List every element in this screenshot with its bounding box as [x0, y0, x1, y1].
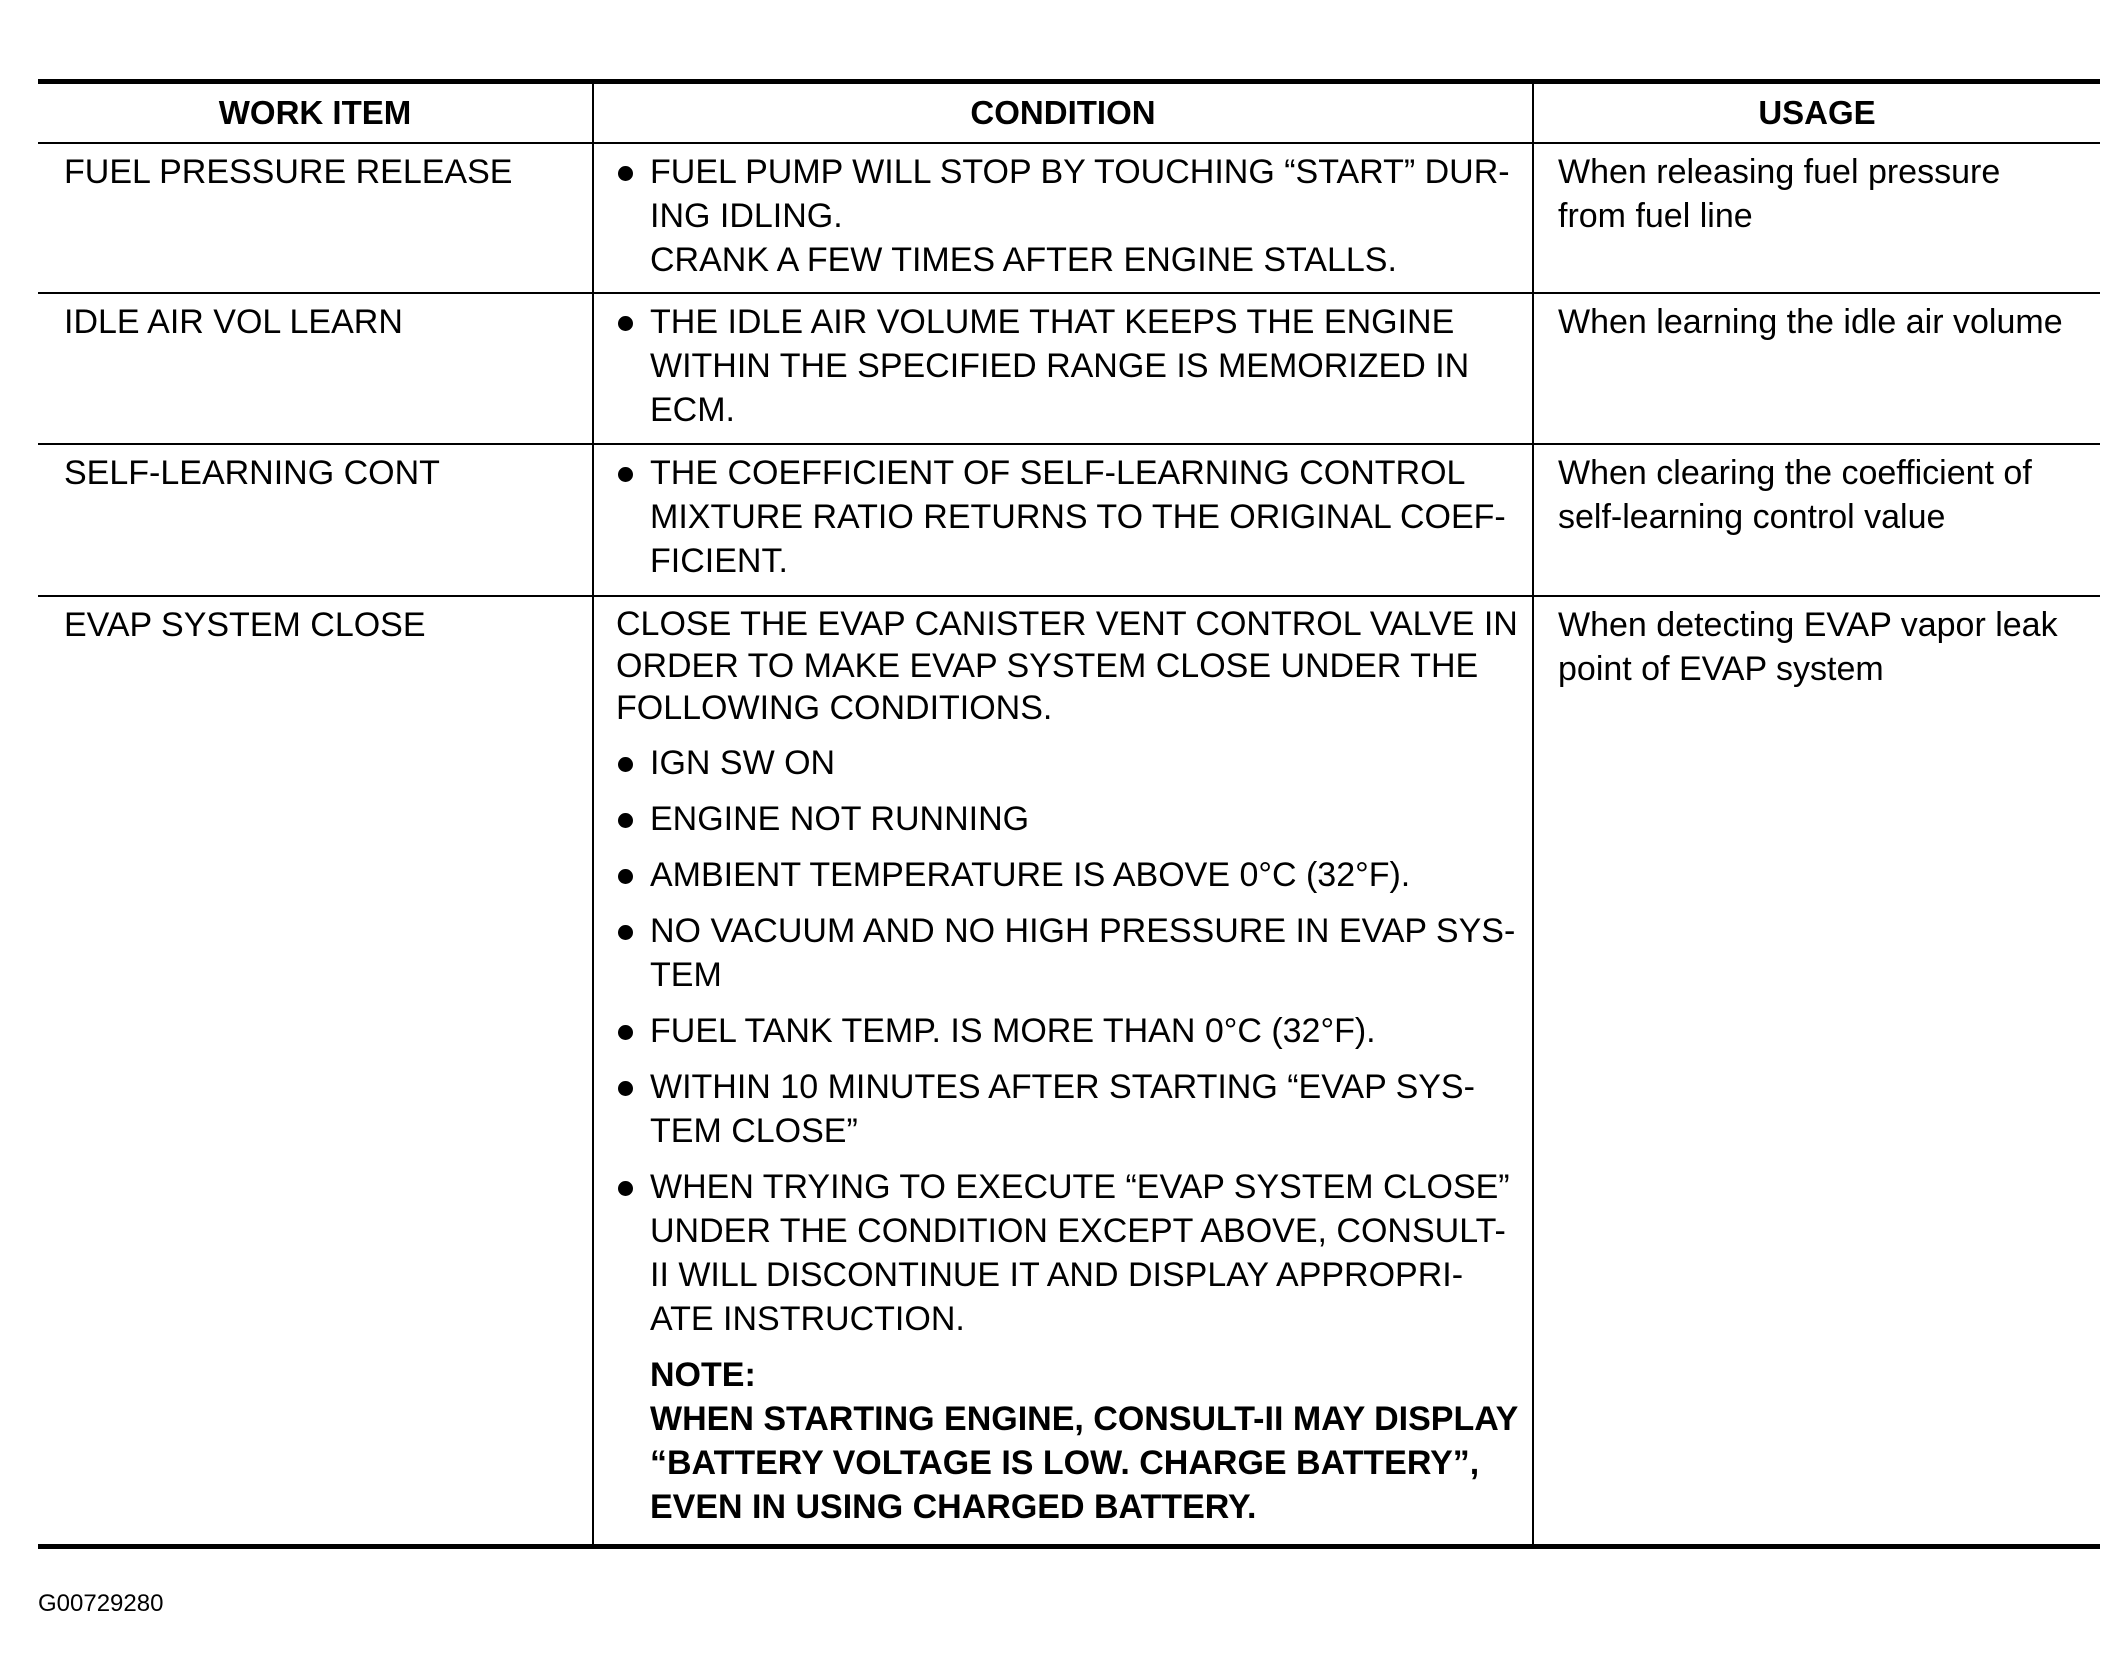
figure-id: G00729280 [38, 1590, 164, 1617]
usage-cell: When clearing the coefficient of self-lea… [1532, 444, 2100, 597]
bullet-icon [616, 853, 650, 897]
condition-paragraph: CLOSE THE EVAP CANISTER VENT CONTROL VAL… [616, 603, 1522, 729]
condition-bullet: THE IDLE AIR VOLUME THAT KEEPS THE ENGIN… [616, 300, 1522, 432]
bullet-icon [616, 1165, 650, 1341]
condition-line: TEM CLOSE” [650, 1112, 858, 1150]
bullet-icon [616, 1009, 650, 1053]
work-item-label: IDLE AIR VOL LEARN [64, 303, 403, 341]
usage-cell: When releasing fuel pressure from fuel li… [1532, 143, 2100, 294]
usage-line: point of EVAP system [1558, 650, 1884, 688]
condition-text: ENGINE NOT RUNNING [650, 797, 1029, 841]
header-condition: CONDITION [592, 81, 1534, 144]
work-item-cell: IDLE AIR VOL LEARN [38, 293, 594, 445]
work-item-cell: EVAP SYSTEM CLOSE [38, 596, 594, 1546]
condition-line: TEM [650, 956, 722, 994]
condition-line: WHEN STARTING ENGINE, CONSULT-II MAY DIS… [650, 1400, 1519, 1438]
condition-line: EVEN IN USING CHARGED BATTERY. [650, 1488, 1257, 1526]
condition-line: FUEL TANK TEMP. IS MORE THAN 0°C (32°F). [650, 1012, 1376, 1050]
bullet-icon [616, 1065, 650, 1153]
header-usage: USAGE [1532, 81, 2100, 144]
condition-bullet: WITHIN 10 MINUTES AFTER STARTING “EVAP S… [616, 1065, 1522, 1153]
condition-bullet: AMBIENT TEMPERATURE IS ABOVE 0°C (32°F). [616, 853, 1522, 897]
work-item-cell: FUEL PRESSURE RELEASE [38, 143, 594, 294]
table-body: FUEL PRESSURE RELEASE FUEL PUMP WILL STOP… [38, 143, 2100, 1546]
usage-cell: When detecting EVAP vapor leak point of E… [1532, 596, 2100, 1546]
table-row: IDLE AIR VOL LEARN THE IDLE AIR VOLUME TH… [38, 293, 2100, 445]
condition-line: IGN SW ON [650, 744, 836, 782]
condition-cell: THE COEFFICIENT OF SELF-LEARNING CONTROL… [592, 444, 1534, 597]
condition-line: THE IDLE AIR VOLUME THAT KEEPS THE ENGIN… [650, 303, 1455, 341]
condition-line: CLOSE THE EVAP CANISTER VENT CONTROL VAL… [616, 605, 1518, 643]
condition-line: THE COEFFICIENT OF SELF-LEARNING CONTROL [650, 454, 1466, 492]
bullet-icon [616, 300, 650, 432]
condition-line: FOLLOWING CONDITIONS. [616, 689, 1053, 727]
condition-line: “BATTERY VOLTAGE IS LOW. CHARGE BATTERY”… [650, 1444, 1480, 1482]
usage-cell: When learning the idle air volume [1532, 293, 2100, 445]
condition-line: WITHIN THE SPECIFIED RANGE IS MEMORIZED … [650, 347, 1470, 385]
usage-line: When releasing fuel pressure [1558, 153, 2001, 191]
condition-cell: FUEL PUMP WILL STOP BY TOUCHING “START” … [592, 143, 1534, 294]
bullet-icon [616, 797, 650, 841]
header-work-item: WORK ITEM [38, 81, 594, 144]
condition-line: II WILL DISCONTINUE IT AND DISPLAY APPRO… [650, 1256, 1464, 1294]
table-row: EVAP SYSTEM CLOSE CLOSE THE EVAP CANISTER… [38, 596, 2100, 1546]
condition-bullet: THE COEFFICIENT OF SELF-LEARNING CONTROL… [616, 451, 1522, 583]
condition-text: IGN SW ON [650, 741, 835, 785]
condition-line: FICIENT. [650, 542, 788, 580]
usage-line: When learning the idle air volume [1558, 303, 2063, 341]
bullet-icon [616, 909, 650, 997]
work-item-label: FUEL PRESSURE RELEASE [64, 153, 513, 191]
condition-line: ING IDLING. [650, 197, 843, 235]
table-row: FUEL PRESSURE RELEASE FUEL PUMP WILL STOP… [38, 143, 2100, 294]
bullet-icon [616, 741, 650, 785]
table-row: SELF-LEARNING CONT THE COEFFICIENT OF SEL… [38, 444, 2100, 597]
condition-bullet: WHEN TRYING TO EXECUTE “EVAP SYSTEM CLOS… [616, 1165, 1522, 1341]
bullet-icon [616, 150, 650, 282]
condition-line: FUEL PUMP WILL STOP BY TOUCHING “START” … [650, 153, 1510, 191]
header-row: WORK ITEM CONDITION USAGE [38, 81, 2100, 144]
work-item-label: EVAP SYSTEM CLOSE [64, 606, 426, 644]
condition-bullet: NO VACUUM AND NO HIGH PRESSURE IN EVAP S… [616, 909, 1522, 997]
condition-line: WITHIN 10 MINUTES AFTER STARTING “EVAP S… [650, 1068, 1475, 1106]
condition-note: NOTE: WHEN STARTING ENGINE, CONSULT-II MA… [616, 1353, 1522, 1529]
work-item-cell: SELF-LEARNING CONT [38, 444, 594, 597]
condition-line: AMBIENT TEMPERATURE IS ABOVE 0°C (32°F). [650, 856, 1411, 894]
condition-line: ENGINE NOT RUNNING [650, 800, 1030, 838]
condition-line: NOTE: [650, 1356, 756, 1394]
condition-line: MIXTURE RATIO RETURNS TO THE ORIGINAL CO… [650, 498, 1506, 536]
condition-text: FUEL PUMP WILL STOP BY TOUCHING “START” … [650, 150, 1510, 282]
usage-line: When clearing the coefficient of [1558, 454, 2032, 492]
condition-text: NO VACUUM AND NO HIGH PRESSURE IN EVAP S… [650, 909, 1515, 997]
condition-text: FUEL TANK TEMP. IS MORE THAN 0°C (32°F). [650, 1009, 1376, 1053]
condition-line: CRANK A FEW TIMES AFTER ENGINE STALLS. [650, 241, 1397, 279]
condition-bullet: IGN SW ON [616, 741, 1522, 785]
condition-bullet: FUEL PUMP WILL STOP BY TOUCHING “START” … [616, 150, 1522, 282]
condition-line: WHEN TRYING TO EXECUTE “EVAP SYSTEM CLOS… [650, 1168, 1510, 1206]
condition-text: THE COEFFICIENT OF SELF-LEARNING CONTROL… [650, 451, 1506, 583]
condition-line: NO VACUUM AND NO HIGH PRESSURE IN EVAP S… [650, 912, 1516, 950]
condition-bullet: FUEL TANK TEMP. IS MORE THAN 0°C (32°F). [616, 1009, 1522, 1053]
condition-text: THE IDLE AIR VOLUME THAT KEEPS THE ENGIN… [650, 300, 1469, 432]
condition-text: WITHIN 10 MINUTES AFTER STARTING “EVAP S… [650, 1065, 1475, 1153]
bullet-icon [616, 451, 650, 583]
work-support-table: WORK ITEM CONDITION USAGE FUEL PRESSURE … [38, 79, 2100, 1549]
condition-cell: CLOSE THE EVAP CANISTER VENT CONTROL VAL… [592, 596, 1534, 1546]
usage-line: When detecting EVAP vapor leak [1558, 606, 2058, 644]
usage-line: from fuel line [1558, 197, 1753, 235]
condition-text: AMBIENT TEMPERATURE IS ABOVE 0°C (32°F). [650, 853, 1410, 897]
condition-line: UNDER THE CONDITION EXCEPT ABOVE, CONSUL… [650, 1212, 1506, 1250]
work-item-label: SELF-LEARNING CONT [64, 454, 440, 492]
usage-line: self-learning control value [1558, 498, 1946, 536]
condition-line: ATE INSTRUCTION. [650, 1300, 965, 1338]
condition-text: WHEN TRYING TO EXECUTE “EVAP SYSTEM CLOS… [650, 1165, 1510, 1341]
condition-line: ECM. [650, 391, 735, 429]
condition-bullet: ENGINE NOT RUNNING [616, 797, 1522, 841]
condition-line: ORDER TO MAKE EVAP SYSTEM CLOSE UNDER TH… [616, 647, 1479, 685]
condition-cell: THE IDLE AIR VOLUME THAT KEEPS THE ENGIN… [592, 293, 1534, 445]
